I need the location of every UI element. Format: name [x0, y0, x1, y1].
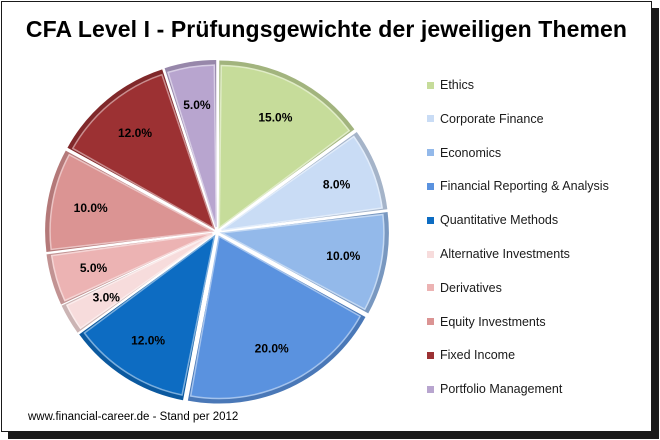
pie-slice-face: [189, 235, 362, 400]
pie-slice-face: [83, 234, 216, 396]
pie-chart: 15.0% 8.0% 10.0% 20.0% 12.0% 3.0% 5.0% 10.0% 12.…: [45, 60, 389, 404]
chart-title: CFA Level I - Prüfungsgewichte der jewei…: [25, 16, 628, 42]
pie-slice-face: [50, 232, 213, 302]
pie-slice-face: [218, 64, 351, 230]
slice-data-label: 8.0%: [323, 178, 351, 192]
slice-data-label: 10.0%: [326, 249, 360, 263]
slice-data-label: 15.0%: [258, 110, 292, 124]
legend-item: Alternative Investments: [427, 245, 570, 263]
slice-data-label: 20.0%: [255, 341, 289, 355]
chart-frame: CFA Level I - Prüfungsgewichte der jewei…: [1, 1, 652, 432]
legend-item: Economics: [427, 144, 501, 162]
pie-slice-1: [218, 60, 355, 230]
legend-label: Derivatives: [440, 280, 502, 295]
pie-slice-face: [219, 213, 385, 311]
legend-swatch: [427, 284, 434, 292]
pie-slice-5: [79, 234, 216, 401]
pie-slice-face: [65, 233, 214, 330]
legend-swatch: [427, 182, 434, 190]
legend-label: Quantitative Methods: [440, 213, 559, 228]
legend-swatch: [427, 115, 434, 123]
pie-slice-6: [61, 233, 214, 333]
legend-swatch: [427, 216, 434, 224]
legend-item: Ethics: [427, 76, 474, 94]
legend-item: Quantitative Methods: [427, 211, 558, 229]
footer-source: www.financial-career.de - Stand per 2012: [28, 411, 239, 423]
legend-label: Portfolio Management: [440, 382, 563, 397]
pie-slice-9: [67, 69, 216, 230]
legend-item: Equity Investments: [427, 313, 546, 331]
pie-slice-10: [164, 60, 217, 228]
pie-slice-face: [71, 73, 216, 230]
pie-slice-8: [45, 150, 215, 252]
legend-item: Fixed Income: [427, 346, 515, 364]
legend-item: Portfolio Management: [427, 380, 562, 398]
legend-swatch: [427, 318, 434, 326]
legend-swatch: [427, 250, 434, 258]
pie-slice-3: [219, 212, 389, 314]
pie-slice-face: [221, 135, 383, 231]
legend-label: Economics: [440, 145, 502, 160]
legend-label: Financial Reporting & Analysis: [440, 179, 609, 194]
legend-label: Equity Investments: [440, 314, 546, 329]
legend-item: Financial Reporting & Analysis: [427, 177, 609, 195]
pie-slice-4: [187, 235, 366, 404]
legend-swatch: [427, 149, 434, 157]
slice-data-label: 12.0%: [131, 334, 165, 348]
slice-data-label: 5.0%: [183, 98, 211, 112]
slice-data-label: 10.0%: [74, 201, 108, 215]
pie-slice-face: [167, 64, 217, 228]
legend-label: Corporate Finance: [440, 111, 544, 126]
legend-swatch: [427, 81, 434, 89]
legend-label: Fixed Income: [440, 348, 516, 363]
pie-slice-2: [221, 132, 388, 231]
pie-slice-7: [46, 232, 213, 305]
slice-data-label: 3.0%: [93, 291, 121, 305]
legend-swatch: [427, 351, 434, 359]
legend-item: Derivatives: [427, 279, 502, 297]
pie-slice-face: [49, 153, 215, 251]
slice-data-label: 12.0%: [118, 126, 152, 140]
slice-data-label: 5.0%: [80, 261, 108, 275]
legend-item: Corporate Finance: [427, 110, 544, 128]
legend-label: Alternative Investments: [440, 247, 570, 261]
legend-swatch: [427, 385, 434, 393]
legend-label: Ethics: [440, 78, 475, 92]
